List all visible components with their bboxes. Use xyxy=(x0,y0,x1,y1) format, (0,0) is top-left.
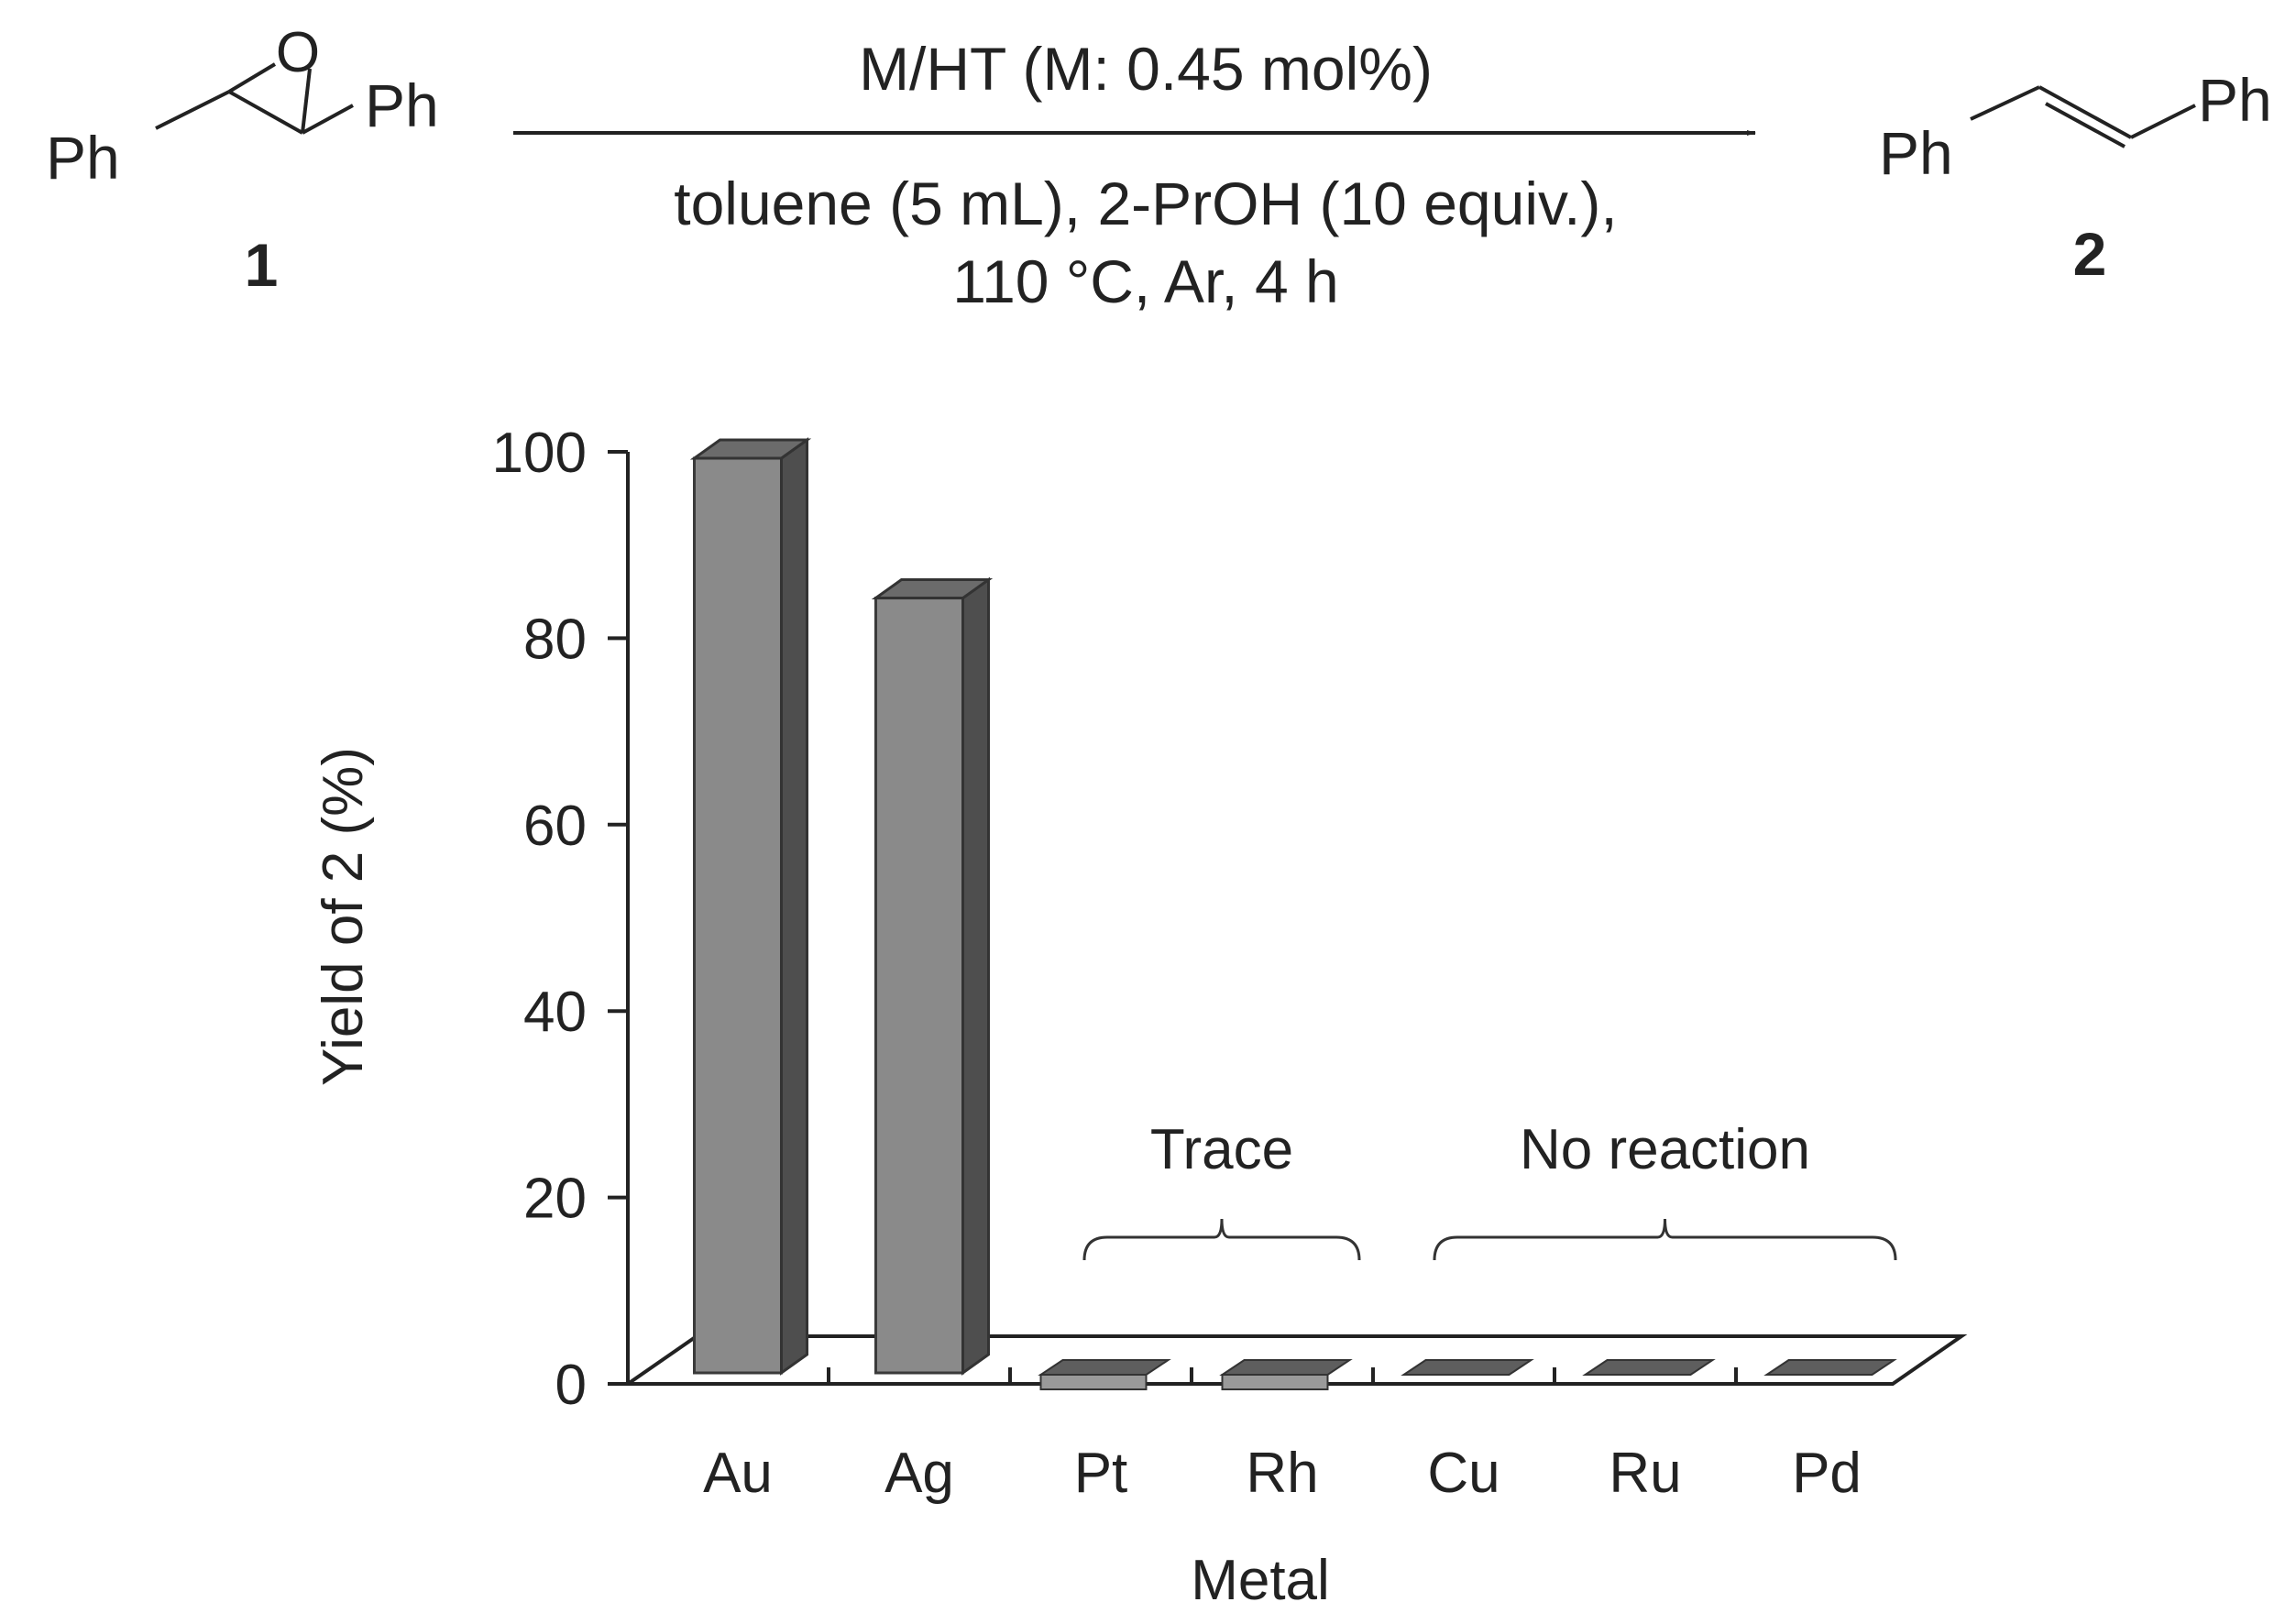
bar-tile-edge xyxy=(1221,1374,1329,1390)
bar-chart: 0 20 40 60 80 100 Au Ag Pt Rh Cu Ru Pd Trace No reac… xyxy=(312,422,1968,1612)
epoxide-bond-o-right xyxy=(301,68,312,134)
annotation-bracket xyxy=(1433,1218,1897,1261)
annotation-1: No reaction xyxy=(1433,1118,1897,1261)
conditions-below-line2: 110 °C, Ar, 4 h xyxy=(952,247,1338,315)
y-tick-label: 0 xyxy=(555,1354,587,1417)
bar-side xyxy=(961,576,990,1376)
annotation-0: Trace xyxy=(1082,1118,1361,1261)
stilbene-bond-left xyxy=(1970,85,2040,121)
conditions-below-line1: toluene (5 mL), 2-PrOH (10 equiv.), xyxy=(674,170,1618,237)
reactant-ph-right: Ph xyxy=(365,71,439,139)
bar-front xyxy=(874,597,964,1375)
annotation-bracket xyxy=(1082,1218,1361,1261)
bar-tile-edge xyxy=(1039,1374,1148,1390)
x-tick-label-rh: Rh xyxy=(1246,1442,1318,1505)
bars xyxy=(689,437,1897,1390)
x-tick-label-pt: Pt xyxy=(1074,1442,1128,1505)
product-ph-right: Ph xyxy=(2198,66,2272,134)
bar-tile xyxy=(1038,1359,1171,1376)
bar-pt xyxy=(1038,1359,1171,1390)
bar-tile xyxy=(1582,1359,1716,1376)
epoxide-bond-left xyxy=(155,90,230,130)
x-axis-label: Metal xyxy=(1191,1549,1330,1612)
annotation-label: Trace xyxy=(1150,1118,1293,1181)
bar-front xyxy=(693,456,783,1375)
x-tick-label-ru: Ru xyxy=(1609,1442,1681,1505)
bar-au xyxy=(689,437,812,1376)
y-tick-label: 40 xyxy=(523,981,587,1044)
epoxide-bond-o-left xyxy=(227,62,277,93)
product-ph-left: Ph xyxy=(1879,119,1953,187)
conditions-above: M/HT (M: 0.45 mol%) xyxy=(859,35,1433,103)
bar-pd xyxy=(1763,1359,1897,1376)
reactant-structure: O Ph Ph 1 xyxy=(46,21,439,299)
bar-tile xyxy=(1763,1359,1897,1376)
bar-top xyxy=(871,578,994,600)
reactant-ph-left: Ph xyxy=(46,124,120,192)
y-tick-label: 20 xyxy=(523,1168,587,1231)
x-tick-label-pd: Pd xyxy=(1792,1442,1862,1505)
reactant-oxygen: O xyxy=(276,21,320,84)
bar-side xyxy=(780,437,808,1376)
reaction-scheme: O Ph Ph 1 M/HT (M: 0.45 mol%) toluene (5… xyxy=(46,21,2272,315)
product-label: 2 xyxy=(2073,220,2107,288)
x-tick-labels: Au Ag Pt Rh Cu Ru Pd xyxy=(703,1442,1862,1505)
y-tick-label: 80 xyxy=(523,608,587,671)
annotation-label: No reaction xyxy=(1520,1118,1810,1181)
bar-tile xyxy=(1219,1359,1353,1376)
x-ticks xyxy=(827,1367,1738,1384)
reactant-label: 1 xyxy=(245,231,279,299)
bar-top xyxy=(689,438,812,460)
bar-rh xyxy=(1219,1359,1353,1390)
bar-ru xyxy=(1582,1359,1716,1376)
bar-cu xyxy=(1401,1359,1534,1376)
product-structure: Ph Ph 2 xyxy=(1879,66,2272,288)
epoxide-bond-cc xyxy=(228,90,303,135)
y-tick-label: 60 xyxy=(523,795,587,858)
chart-floor xyxy=(621,1334,1968,1386)
annotations: Trace No reaction xyxy=(1082,1118,1897,1261)
y-tick-label: 100 xyxy=(492,422,587,485)
y-axis-label: Yield of 2 (%) xyxy=(312,747,375,1086)
y-ticks: 0 20 40 60 80 100 xyxy=(492,422,628,1417)
x-tick-label-cu: Cu xyxy=(1427,1442,1500,1505)
x-tick-label-au: Au xyxy=(703,1442,773,1505)
stilbene-double-bond-inner xyxy=(2045,102,2126,148)
epoxide-bond-right xyxy=(302,104,354,135)
bar-tile xyxy=(1401,1359,1534,1376)
bar-ag xyxy=(871,576,994,1376)
stilbene-bond-right xyxy=(2130,104,2196,139)
x-tick-label-ag: Ag xyxy=(884,1442,954,1505)
stilbene-double-bond xyxy=(2038,85,2132,139)
